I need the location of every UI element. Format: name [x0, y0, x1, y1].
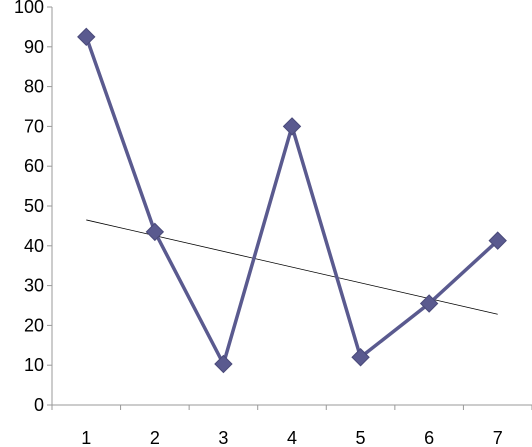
data-point — [214, 354, 233, 374]
data-point — [77, 27, 96, 47]
y-tick-label: 40 — [24, 236, 44, 256]
y-tick-label: 0 — [34, 395, 44, 415]
x-tick-label: 6 — [424, 428, 434, 447]
x-tick-label: 3 — [218, 428, 228, 447]
x-tick-label: 4 — [287, 428, 297, 447]
x-tick-label: 5 — [356, 428, 366, 447]
x-tick-label: 1 — [81, 428, 91, 447]
data-point — [282, 117, 302, 136]
y-tick-label: 20 — [24, 315, 44, 335]
series-line — [84, 36, 499, 366]
y-tick-label: 100 — [14, 0, 44, 17]
y-tick-label: 90 — [24, 37, 44, 57]
x-tick-label: 2 — [150, 428, 160, 447]
data-point — [419, 294, 439, 313]
series-group — [77, 27, 507, 374]
y-tick-label: 10 — [24, 355, 44, 375]
y-tick-label: 70 — [24, 116, 44, 136]
y-axis: 0 10 20 30 40 50 60 70 80 90 100 — [14, 0, 53, 415]
y-tick-label: 30 — [24, 276, 44, 296]
y-tick-label: 50 — [24, 196, 44, 216]
x-axis: 1 2 3 4 5 6 7 — [51, 404, 532, 447]
data-point — [145, 222, 165, 242]
y-tick-label: 80 — [24, 77, 44, 97]
y-tick-label: 60 — [24, 156, 44, 176]
data-point — [488, 231, 507, 250]
x-tick-label: 7 — [493, 428, 503, 447]
data-point — [351, 348, 370, 367]
